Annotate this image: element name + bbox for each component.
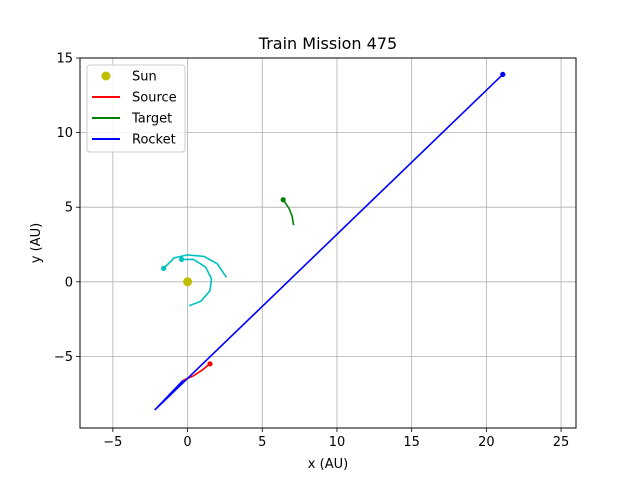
orbit-line-1 [181, 258, 213, 307]
x-tick-label: 5 [258, 435, 266, 450]
y-axis-label: y (AU) [29, 223, 44, 263]
plot-area [154, 71, 506, 411]
x-axis-label: x (AU) [308, 457, 348, 472]
x-tick-label: 0 [183, 435, 191, 450]
target-line [282, 199, 295, 226]
legend-source-label: Source [132, 91, 177, 106]
legend-sun-swatch [101, 71, 111, 81]
y-tick-label: 15 [56, 52, 73, 67]
x-axis: −5 0 5 10 15 20 25 [103, 428, 569, 450]
plot-frame [79, 57, 577, 429]
planet-marker-2 [161, 265, 167, 271]
planet-marker-1 [178, 256, 185, 263]
y-tick-label: 5 [65, 201, 73, 216]
rocket-marker [500, 71, 506, 78]
chart-title: Train Mission 475 [258, 34, 397, 53]
legend-target-label: Target [131, 112, 172, 127]
target-marker [280, 197, 286, 203]
x-tick-label: 15 [403, 435, 420, 450]
legend: Sun Source Target Rocket [86, 64, 186, 153]
legend-sun-label: Sun [132, 70, 157, 85]
grid [80, 57, 576, 428]
orbit-line-2 [163, 254, 228, 278]
x-tick-label: 20 [478, 435, 495, 450]
y-tick-label: 0 [65, 275, 73, 290]
x-tick-label: 10 [329, 435, 346, 450]
y-tick-label: 10 [56, 126, 73, 141]
legend-box [86, 64, 186, 153]
rocket-line [154, 73, 504, 411]
x-tick-label: 25 [553, 435, 570, 450]
legend-rocket-label: Rocket [132, 133, 176, 148]
x-tick-label: −5 [103, 435, 122, 450]
y-tick-label: −5 [54, 350, 73, 365]
sun-marker [183, 277, 193, 287]
source-marker [207, 361, 213, 367]
y-axis: −5 0 5 10 15 [54, 52, 80, 365]
